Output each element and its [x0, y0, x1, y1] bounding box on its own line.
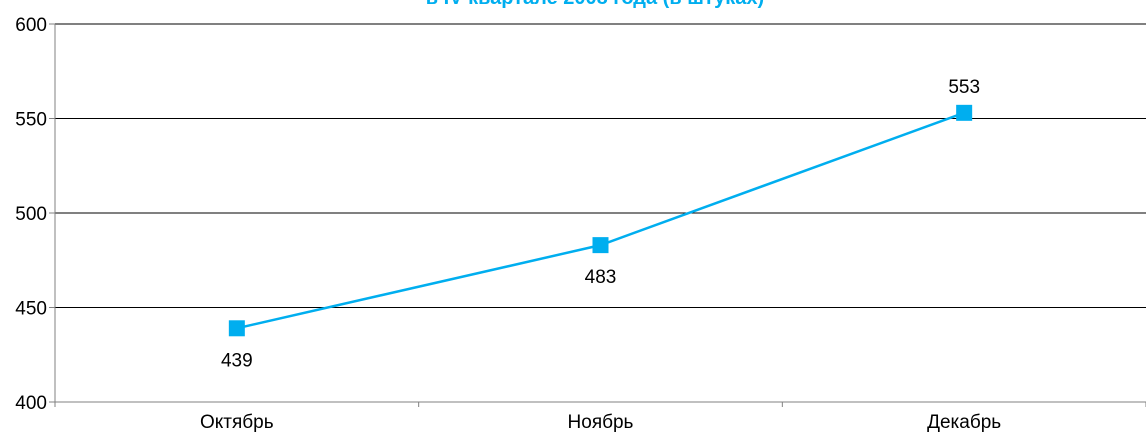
- data-label: 483: [585, 267, 617, 288]
- series: [228, 104, 973, 337]
- data-point-marker: [956, 104, 973, 121]
- chart-title: в IV квартале 2008 года (в штуках): [426, 0, 764, 9]
- y-tick-label: 450: [15, 299, 47, 320]
- data-labels: 439 483 553: [221, 77, 980, 371]
- grid-lines: [55, 23, 1146, 308]
- y-tick-label: 500: [15, 204, 47, 225]
- data-label: 553: [948, 77, 980, 98]
- axes: 400 450 500 550 600 Октябрь Ноябрь Декабрь: [15, 15, 1146, 432]
- series-line: [236, 111, 965, 330]
- x-tick-label: Ноябрь: [568, 412, 634, 432]
- y-tick-label: 600: [15, 15, 47, 36]
- x-tick-label: Октябрь: [200, 412, 274, 432]
- y-tick-label: 550: [15, 110, 47, 131]
- data-point-marker: [228, 320, 245, 337]
- x-tick-label: Декабрь: [927, 412, 1001, 432]
- y-tick-label: 400: [15, 393, 47, 414]
- data-point-marker: [592, 237, 609, 254]
- data-label: 439: [221, 350, 253, 371]
